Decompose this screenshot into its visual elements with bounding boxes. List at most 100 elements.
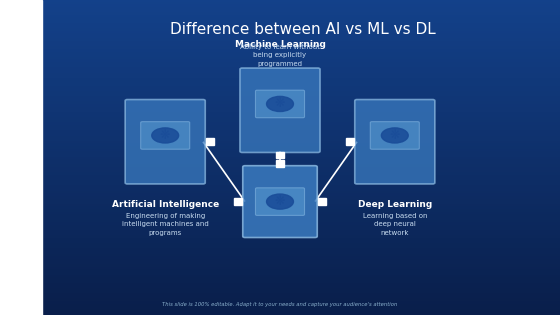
Circle shape [152, 128, 179, 143]
Bar [42, 181, 560, 184]
Bar [42, 144, 560, 147]
Bar [42, 312, 560, 315]
Bar [42, 39, 560, 42]
Bar [42, 302, 560, 305]
FancyBboxPatch shape [255, 188, 305, 215]
Bar [42, 126, 560, 129]
Bar [42, 47, 560, 50]
Bar [42, 45, 560, 47]
Bar [42, 239, 560, 242]
Bar [42, 66, 560, 68]
Bar [42, 121, 560, 123]
Bar [42, 255, 560, 257]
Bar [42, 131, 560, 134]
Bar [42, 55, 560, 58]
Bar [42, 97, 560, 100]
Bar [42, 305, 560, 307]
Bar [42, 94, 560, 97]
Text: ❋: ❋ [390, 129, 400, 142]
Bar [42, 24, 560, 26]
Bar [42, 294, 560, 297]
Bar [42, 210, 560, 213]
FancyBboxPatch shape [240, 68, 320, 152]
Bar [42, 150, 560, 152]
Bar [42, 26, 560, 29]
Bar [42, 134, 560, 136]
Bar [42, 92, 560, 94]
Bar [42, 18, 560, 21]
Bar [42, 37, 560, 39]
Bar [42, 171, 560, 173]
Bar [42, 215, 560, 218]
Bar [42, 268, 560, 270]
Bar [42, 139, 560, 142]
Bar [42, 199, 560, 202]
Bar [42, 89, 560, 92]
Bar [42, 192, 560, 194]
Bar [42, 218, 560, 220]
Bar [42, 118, 560, 121]
FancyBboxPatch shape [125, 100, 205, 184]
Bar [42, 207, 560, 210]
Bar [42, 310, 560, 312]
Bar [42, 273, 560, 276]
Bar [42, 176, 560, 179]
Bar [206, 138, 213, 145]
Circle shape [267, 194, 293, 209]
Bar [42, 100, 560, 102]
Bar [42, 158, 560, 160]
Bar [42, 50, 560, 53]
Bar [42, 270, 560, 273]
Bar [42, 252, 560, 255]
Bar [42, 58, 560, 60]
Bar [42, 249, 560, 252]
Bar [42, 79, 560, 81]
Bar [42, 197, 560, 199]
Bar [42, 155, 560, 158]
Bar [42, 34, 560, 37]
FancyBboxPatch shape [141, 122, 190, 149]
Bar [42, 0, 560, 3]
Bar [42, 8, 560, 10]
Bar [42, 73, 560, 76]
Bar [42, 165, 560, 168]
Bar [276, 152, 284, 158]
Bar [42, 173, 560, 176]
Bar [42, 5, 560, 8]
Bar [42, 278, 560, 281]
Bar [42, 189, 560, 192]
Text: Engineering of making
intelligent machines and
programs: Engineering of making intelligent machin… [122, 213, 208, 236]
Bar [42, 116, 560, 118]
Bar [42, 168, 560, 171]
Bar [42, 257, 560, 260]
Bar [42, 123, 560, 126]
Bar [0, 0, 42, 315]
Bar [42, 10, 560, 13]
Bar [42, 42, 560, 45]
Bar [42, 247, 560, 249]
Bar [42, 307, 560, 310]
Text: Machine Learning: Machine Learning [235, 40, 325, 49]
Bar [42, 160, 560, 163]
Bar [42, 76, 560, 79]
Bar [42, 265, 560, 268]
Bar [42, 113, 560, 116]
FancyBboxPatch shape [370, 122, 419, 149]
Bar [42, 242, 560, 244]
Bar [42, 147, 560, 150]
Bar [42, 108, 560, 110]
Bar [42, 16, 560, 18]
Bar [42, 142, 560, 144]
Bar [42, 163, 560, 165]
FancyBboxPatch shape [255, 90, 305, 118]
Circle shape [381, 128, 408, 143]
Bar [42, 21, 560, 24]
Bar [42, 297, 560, 299]
Text: ❋: ❋ [160, 129, 170, 142]
Bar [42, 286, 560, 289]
Text: Ability to learn without
being explicitly
programmed: Ability to learn without being explicitl… [240, 44, 320, 67]
Bar [42, 184, 560, 186]
Bar [42, 152, 560, 155]
Bar [42, 32, 560, 34]
Bar [42, 236, 560, 239]
